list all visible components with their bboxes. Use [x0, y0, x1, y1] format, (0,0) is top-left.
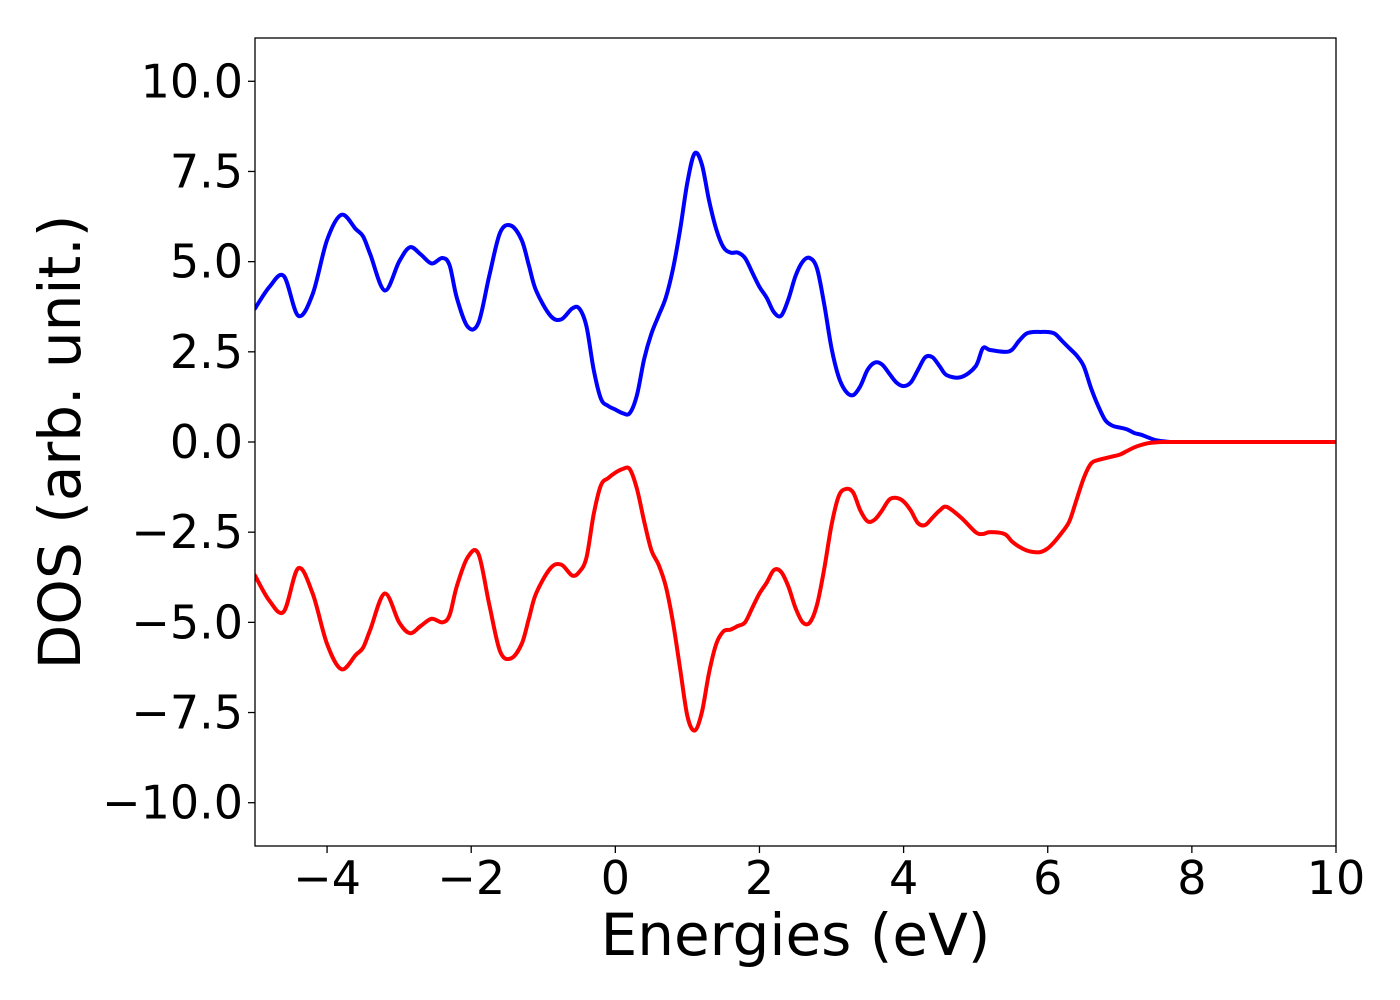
y-axis-title: DOS (arb. unit.) — [26, 215, 94, 670]
x-axis: −4 −2 0 2 4 6 8 10 — [293, 846, 1365, 905]
y-tick-label: 2.5 — [170, 325, 243, 379]
x-tick-label: 4 — [889, 851, 918, 905]
y-tick-label: 5.0 — [170, 235, 243, 289]
x-axis-title: Energies (eV) — [601, 901, 991, 969]
x-tick-label: −2 — [437, 851, 505, 905]
y-tick-label: 7.5 — [170, 144, 243, 198]
y-tick-label: −2.5 — [131, 505, 243, 559]
y-tick-label: −5.0 — [131, 595, 243, 649]
series-layer — [255, 150, 1336, 733]
y-tick-label: −10.0 — [102, 776, 243, 830]
x-tick-label: 10 — [1307, 851, 1366, 905]
x-tick-label: 8 — [1177, 851, 1206, 905]
x-tick-label: 6 — [1033, 851, 1062, 905]
x-tick-label: 2 — [745, 851, 774, 905]
y-tick-label: 0.0 — [170, 415, 243, 469]
y-axis: 10.0 7.5 5.0 2.5 0.0 −2.5 −5.0 −7.5 −10.0 — [102, 54, 255, 830]
x-tick-label: 0 — [601, 851, 630, 905]
y-tick-label: −7.5 — [131, 686, 243, 740]
x-tick-label: −4 — [293, 851, 361, 905]
dos-series-down-line — [255, 439, 1336, 733]
y-tick-label: 10.0 — [141, 54, 243, 108]
dos-series-up-line — [255, 150, 1336, 445]
plot-area — [254, 37, 1337, 847]
